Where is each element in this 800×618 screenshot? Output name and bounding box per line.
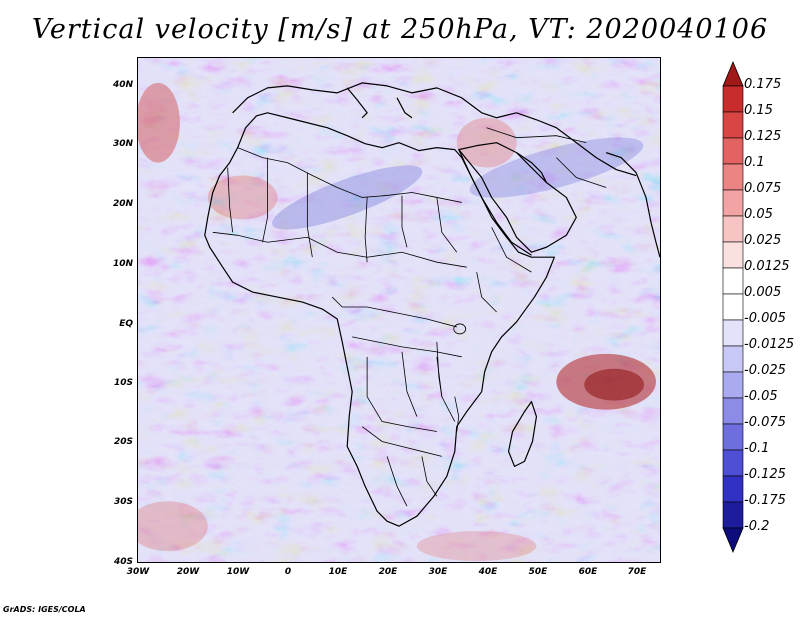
colorbar-band: [722, 85, 744, 113]
lon-label-70e: 70E: [627, 567, 647, 577]
colorbar-band: [722, 501, 744, 529]
lat-label-10n: 10N: [112, 259, 133, 269]
colorbar-label: 0.15: [744, 103, 773, 118]
colorbar-band: [722, 397, 744, 425]
colorbar-band: [722, 293, 744, 321]
lat-label-30n: 30N: [112, 139, 133, 149]
colorbar-label: 0.025: [744, 233, 782, 248]
colorbar-label: -0.075: [744, 415, 786, 430]
colorbar-band: [722, 111, 744, 139]
colorbar-band: [722, 189, 744, 217]
colorbar-top-arrow: [722, 60, 744, 87]
colorbar-label: -0.025: [744, 363, 786, 378]
lon-label-30e: 30E: [428, 567, 448, 577]
colorbar: [722, 60, 744, 554]
colorbar-band: [722, 241, 744, 269]
lon-label-40e: 40E: [478, 567, 498, 577]
colorbar-label: 0.1: [744, 155, 765, 170]
colorbar-band: [722, 423, 744, 451]
colorbar-label: -0.1: [744, 441, 770, 456]
colorbar-band: [722, 371, 744, 399]
colorbar-label: -0.175: [744, 493, 786, 508]
lat-label-eq: EQ: [119, 319, 133, 329]
vertical-velocity-field: [138, 58, 660, 562]
lat-label-20n: 20N: [112, 199, 133, 209]
colorbar-band: [722, 137, 744, 165]
colorbar-band: [722, 267, 744, 295]
colorbar-label: 0.075: [744, 181, 782, 196]
colorbar-band: [722, 319, 744, 347]
colorbar-band: [722, 449, 744, 477]
lon-label-20e: 20E: [378, 567, 398, 577]
colorbar-label: 0.125: [744, 129, 782, 144]
colorbar-label: -0.05: [744, 389, 778, 404]
colorbar-band: [722, 163, 744, 191]
lon-label-60e: 60E: [578, 567, 598, 577]
colorbar-label: 0.005: [744, 285, 782, 300]
colorbar-label: -0.0125: [744, 337, 795, 352]
lat-label-10s: 10S: [113, 378, 133, 388]
map-plot: [137, 57, 661, 563]
lon-label-50e: 50E: [528, 567, 548, 577]
colorbar-band: [722, 215, 744, 243]
colorbar-bottom-arrow: [722, 527, 744, 554]
coastlines: [204, 82, 660, 527]
colorbar-band: [722, 475, 744, 503]
lat-label-30s: 30S: [113, 497, 133, 507]
colorbar-label: -0.2: [744, 519, 770, 534]
lon-label-10e: 10E: [328, 567, 348, 577]
colorbar-label: 0.0125: [744, 259, 790, 274]
colorbar-band: [722, 345, 744, 373]
lon-label-0: 0: [284, 567, 292, 577]
lon-label-10w: 10W: [226, 567, 250, 577]
lat-label-20s: 20S: [113, 437, 133, 447]
lon-label-20w: 20W: [176, 567, 200, 577]
lakes: [436, 323, 467, 432]
lon-label-30w: 30W: [126, 567, 150, 577]
credit-text: GrADS: IGES/COLA: [3, 605, 86, 614]
plot-title: Vertical velocity [m/s] at 250hPa, VT: 2…: [31, 14, 769, 45]
colorbar-label: -0.005: [744, 311, 786, 326]
lat-label-40s: 40S: [113, 557, 133, 567]
colorbar-label: 0.05: [744, 207, 773, 222]
lat-label-40n: 40N: [112, 80, 133, 90]
colorbar-label: 0.175: [744, 77, 782, 92]
colorbar-label: -0.125: [744, 467, 786, 482]
